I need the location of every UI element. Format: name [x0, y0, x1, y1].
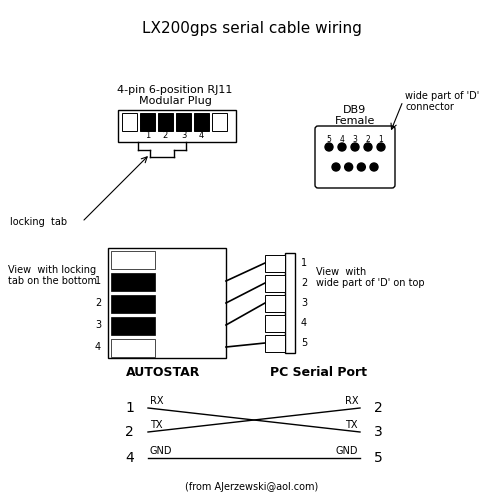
Text: 5: 5: [374, 451, 383, 465]
Circle shape: [377, 143, 385, 151]
Text: 1: 1: [125, 401, 134, 415]
Bar: [111, 251, 155, 269]
Text: 4: 4: [301, 318, 307, 328]
Text: 2: 2: [125, 425, 134, 439]
Bar: [140, 113, 155, 131]
Bar: [118, 110, 236, 142]
Text: 3: 3: [374, 425, 383, 439]
Bar: [212, 113, 227, 131]
Text: wide part of 'D' on top: wide part of 'D' on top: [316, 278, 425, 288]
Text: 2: 2: [374, 401, 383, 415]
Text: 2: 2: [301, 278, 307, 288]
Text: 1: 1: [301, 258, 307, 268]
Text: View  with locking: View with locking: [8, 265, 96, 275]
Text: 1: 1: [145, 132, 150, 140]
Text: PC Serial Port: PC Serial Port: [270, 366, 366, 380]
Circle shape: [364, 143, 372, 151]
Text: connector: connector: [405, 102, 454, 112]
Text: 3: 3: [181, 132, 186, 140]
Circle shape: [351, 143, 359, 151]
Text: 3: 3: [95, 320, 101, 330]
Text: GND: GND: [150, 446, 172, 456]
Text: locking  tab: locking tab: [10, 217, 67, 227]
Text: DB9: DB9: [343, 105, 366, 115]
Text: wide part of 'D': wide part of 'D': [405, 91, 479, 101]
Text: 2: 2: [365, 134, 370, 143]
Text: LX200gps serial cable wiring: LX200gps serial cable wiring: [142, 20, 362, 36]
Bar: [111, 295, 155, 313]
Text: 2: 2: [163, 132, 168, 140]
Circle shape: [357, 163, 365, 171]
Text: Female: Female: [335, 116, 375, 126]
Text: 5: 5: [301, 338, 307, 348]
Text: TX: TX: [150, 420, 162, 430]
Text: 3: 3: [301, 298, 307, 308]
Text: 1: 1: [379, 134, 384, 143]
Text: AUTOSTAR: AUTOSTAR: [126, 366, 200, 380]
Text: Modular Plug: Modular Plug: [139, 96, 212, 106]
Bar: [111, 273, 155, 291]
Text: 4: 4: [199, 132, 204, 140]
Bar: [176, 113, 191, 131]
Text: tab on the bottom: tab on the bottom: [8, 276, 97, 286]
Text: 3: 3: [353, 134, 357, 143]
Text: (from AJerzewski@aol.com): (from AJerzewski@aol.com): [185, 482, 319, 492]
Text: 4-pin 6-position RJ11: 4-pin 6-position RJ11: [117, 85, 233, 95]
Bar: [111, 317, 155, 335]
Circle shape: [345, 163, 353, 171]
Text: 4: 4: [125, 451, 134, 465]
Bar: [111, 339, 155, 357]
Circle shape: [332, 163, 340, 171]
Text: View  with: View with: [316, 267, 366, 277]
Text: 4: 4: [95, 342, 101, 352]
Bar: [108, 248, 226, 358]
Bar: [122, 113, 137, 131]
Text: 2: 2: [95, 298, 101, 308]
Bar: [265, 315, 285, 332]
Bar: [194, 113, 209, 131]
Text: RX: RX: [345, 396, 358, 406]
FancyBboxPatch shape: [315, 126, 395, 188]
Text: GND: GND: [336, 446, 358, 456]
Bar: [158, 113, 173, 131]
Bar: [265, 275, 285, 292]
Text: 1: 1: [95, 276, 101, 286]
Circle shape: [325, 143, 333, 151]
Text: 4: 4: [340, 134, 344, 143]
Text: RX: RX: [150, 396, 163, 406]
Text: TX: TX: [346, 420, 358, 430]
Bar: [265, 255, 285, 272]
Bar: [265, 335, 285, 352]
Circle shape: [338, 143, 346, 151]
Bar: [265, 295, 285, 312]
Circle shape: [370, 163, 378, 171]
Text: 5: 5: [327, 134, 332, 143]
Bar: [285, 253, 295, 353]
